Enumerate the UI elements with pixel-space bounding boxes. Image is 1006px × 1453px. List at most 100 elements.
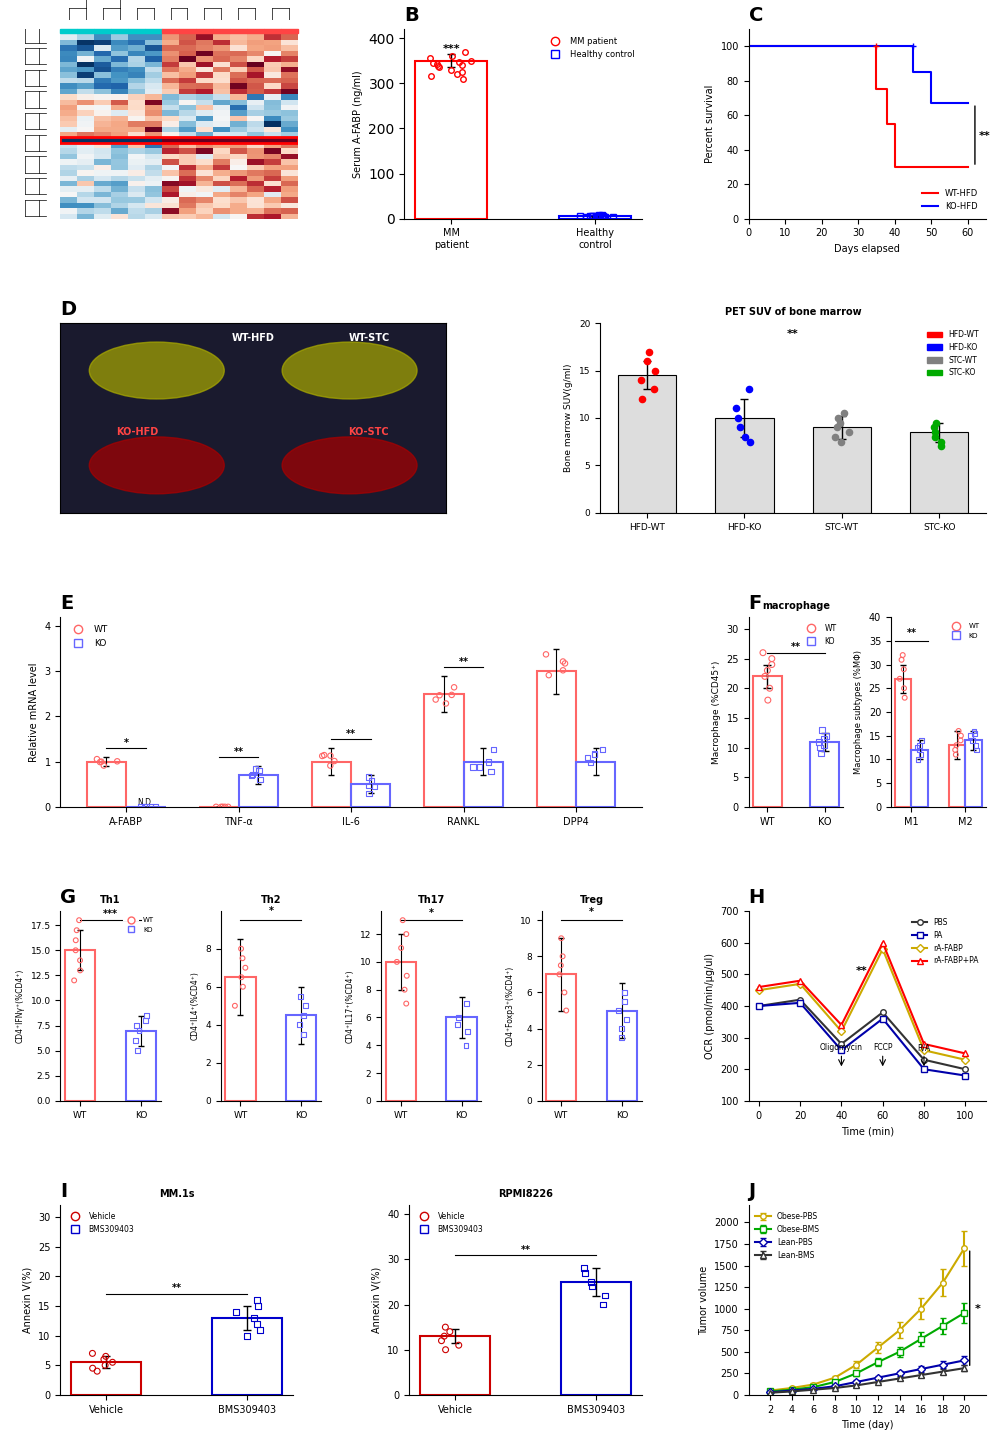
Bar	[351, 785, 390, 806]
Point	[617, 989, 633, 1013]
Point	[471, 756, 487, 779]
Legend: WT-HFD, KO-HFD: WT-HFD, KO-HFD	[918, 186, 982, 215]
Point	[438, 1338, 454, 1361]
Point	[819, 724, 835, 747]
Point	[243, 764, 260, 788]
rA-FABP+PA	[959, 1045, 971, 1062]
Point	[234, 975, 250, 998]
Title: macrophage: macrophage	[762, 600, 830, 610]
PBS	[959, 1061, 971, 1078]
Point	[98, 1354, 114, 1377]
Point	[948, 742, 964, 766]
Point	[138, 1008, 154, 1032]
Point	[247, 757, 264, 780]
Point	[465, 756, 481, 779]
Point	[296, 1004, 312, 1027]
Title: Th2: Th2	[261, 895, 281, 905]
Point	[833, 430, 849, 453]
rA-FABP	[876, 940, 888, 958]
Point	[396, 978, 412, 1001]
Point	[836, 401, 852, 424]
PA	[876, 1010, 888, 1027]
Point	[72, 959, 89, 982]
Y-axis label: Annexin V(%): Annexin V(%)	[371, 1267, 381, 1334]
PA	[917, 1061, 930, 1078]
Point	[965, 729, 981, 753]
Point	[128, 1029, 144, 1052]
Point	[96, 754, 112, 777]
Point	[142, 795, 158, 818]
Point	[248, 1312, 265, 1335]
Text: WT-STC: WT-STC	[348, 333, 389, 343]
Point	[913, 729, 930, 753]
Bar	[238, 776, 278, 806]
KO-HFD	[926, 64, 938, 81]
Point	[252, 767, 268, 790]
Title: Th17: Th17	[417, 895, 445, 905]
Point	[92, 750, 108, 773]
WT-HFD	[870, 38, 882, 55]
Point	[736, 426, 752, 449]
Point	[389, 950, 405, 974]
Point	[326, 750, 342, 773]
Point	[969, 738, 985, 761]
Bar	[895, 679, 911, 806]
Point	[444, 683, 460, 706]
Bar	[715, 418, 774, 513]
Bar	[246, 29, 264, 33]
Point	[129, 1014, 145, 1037]
Point	[895, 658, 911, 681]
Bar	[281, 29, 298, 33]
Text: R/A: R/A	[917, 1043, 931, 1052]
Point	[361, 782, 377, 805]
Point	[458, 1033, 474, 1056]
Text: WT-HFD: WT-HFD	[231, 333, 275, 343]
Bar	[813, 427, 871, 513]
Line: rA-FABP: rA-FABP	[757, 946, 968, 1062]
Title: MM.1s: MM.1s	[159, 1189, 194, 1199]
Point	[555, 658, 571, 681]
Legend: WT, KO: WT, KO	[121, 914, 157, 936]
Point	[732, 416, 748, 439]
Point	[582, 751, 599, 774]
Point	[614, 1017, 630, 1040]
Point	[85, 1341, 101, 1364]
Text: **: **	[233, 747, 243, 757]
PBS	[835, 1035, 847, 1052]
PA	[835, 1042, 847, 1059]
Bar	[112, 29, 128, 33]
Bar	[447, 1017, 477, 1101]
Point	[754, 641, 771, 664]
Point	[398, 923, 414, 946]
Point	[322, 754, 338, 777]
Point	[228, 1300, 244, 1324]
Point	[297, 994, 313, 1017]
Bar	[811, 741, 839, 806]
Point	[760, 689, 776, 712]
Point	[647, 359, 663, 382]
Point	[646, 378, 662, 401]
Bar	[415, 61, 487, 219]
Point	[438, 692, 454, 715]
Point	[827, 426, 843, 449]
Point	[393, 936, 409, 959]
Point	[947, 738, 963, 761]
Text: ***: ***	[103, 910, 118, 920]
Point	[552, 953, 568, 976]
rA-FABP+PA	[794, 972, 806, 989]
Title: RPMI8226: RPMI8226	[498, 1189, 553, 1199]
PA	[752, 997, 765, 1014]
Point	[586, 742, 603, 766]
Y-axis label: CD4⁺IL4⁺(%CD4⁺): CD4⁺IL4⁺(%CD4⁺)	[191, 972, 200, 1040]
Point	[67, 939, 83, 962]
Point	[830, 407, 846, 430]
Text: J: J	[748, 1181, 756, 1200]
Point	[595, 738, 611, 761]
Point	[437, 1325, 453, 1348]
Bar	[128, 29, 145, 33]
Bar	[909, 432, 969, 513]
Point	[741, 378, 758, 401]
Bar	[179, 29, 196, 33]
Point	[458, 992, 474, 1016]
Ellipse shape	[282, 341, 417, 400]
